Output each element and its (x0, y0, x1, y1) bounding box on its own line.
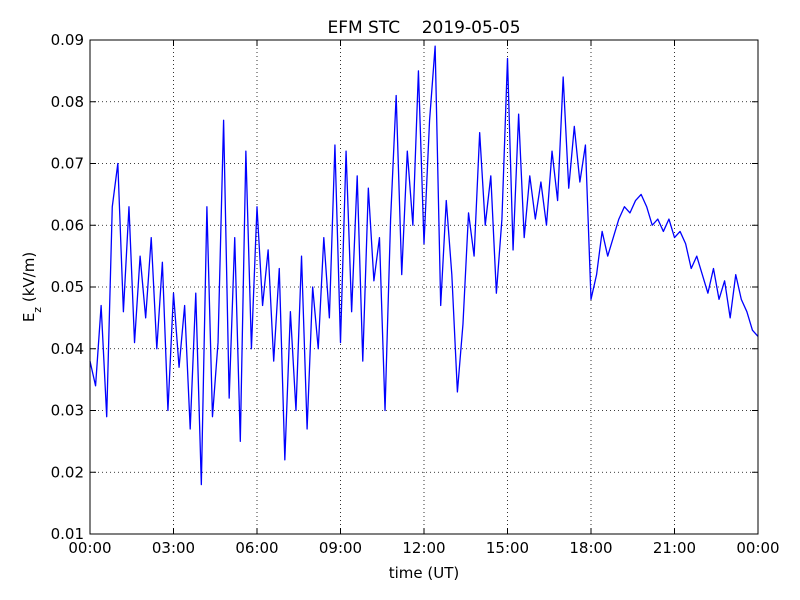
x-tick-label: 21:00 (653, 539, 696, 557)
x-tick-label: 03:00 (152, 539, 195, 557)
y-axis-label: Ez (kV/m) (20, 252, 44, 322)
x-axis-label: time (UT) (389, 564, 460, 582)
y-label-main: E (20, 313, 38, 322)
data-line (89, 45, 759, 486)
x-tick-label: 18:00 (569, 539, 612, 557)
y-tick-label: 0.01 (51, 525, 84, 543)
y-tick-label: 0.04 (51, 340, 84, 358)
y-label-unit: (kV/m) (20, 252, 38, 307)
x-tick-label: 15:00 (486, 539, 529, 557)
x-tick-label: 00:00 (736, 539, 779, 557)
plot-frame (89, 39, 759, 535)
x-tick-label: 00:00 (68, 539, 111, 557)
chart-title: EFM STC 2019-05-05 (327, 18, 520, 38)
y-tick-label: 0.05 (51, 278, 84, 296)
y-tick-label: 0.08 (51, 93, 84, 111)
y-tick-label: 0.02 (51, 463, 84, 481)
y-label-sub: z (31, 307, 44, 313)
x-tick-label: 09:00 (319, 539, 362, 557)
y-tick-label: 0.06 (51, 216, 84, 234)
y-tick-label: 0.03 (51, 402, 84, 420)
x-tick-label: 12:00 (402, 539, 445, 557)
x-tick-label: 06:00 (235, 539, 278, 557)
y-tick-label: 0.09 (51, 31, 84, 49)
y-tick-label: 0.07 (51, 155, 84, 173)
